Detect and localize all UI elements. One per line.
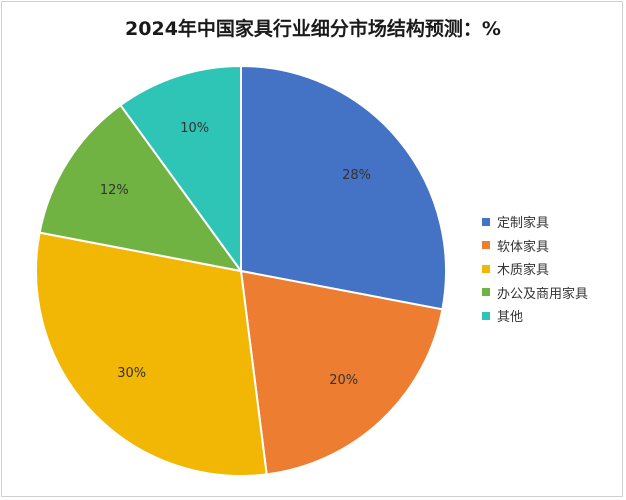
legend-item: 其他: [482, 304, 588, 328]
legend-label: 木质家具: [497, 263, 550, 279]
legend-item: 办公及商用家具: [482, 281, 588, 305]
chart-title: 2024年中国家具行业细分市场结构预测：%: [125, 18, 501, 40]
slice-label-3: 30%: [117, 366, 146, 381]
pie-slice-5: [119, 64, 242, 275]
legend-swatch: [482, 288, 490, 297]
pie-slices: [35, 64, 447, 477]
legend-item: 软体家具: [482, 234, 588, 258]
legend-item: 木质家具: [482, 257, 588, 281]
slice-label-4: 12%: [100, 183, 129, 198]
legend-swatch: [482, 217, 490, 226]
pie-slice-2: [239, 269, 444, 476]
legend-label: 定制家具: [497, 216, 550, 232]
pie-labels: 28% 20% 30% 12% 10%: [100, 121, 371, 388]
legend-label: 软体家具: [497, 239, 550, 255]
pie-slice-4: [38, 103, 244, 273]
legend-swatch: [482, 241, 490, 250]
slice-label-2: 20%: [329, 373, 358, 388]
chart-legend: 定制家具软体家具木质家具办公及商用家具 其他: [482, 210, 588, 328]
legend-item: 定制家具: [482, 210, 588, 234]
slice-label-5: 10%: [180, 121, 209, 136]
slice-label-1: 28%: [342, 168, 371, 183]
legend-swatch: [482, 311, 490, 320]
pie-slice-3: [35, 231, 268, 477]
legend-label: 其他: [497, 310, 524, 326]
legend-swatch: [482, 264, 490, 273]
legend-label: 办公及商用家具: [497, 286, 589, 302]
pie-slice-1: [240, 64, 447, 311]
